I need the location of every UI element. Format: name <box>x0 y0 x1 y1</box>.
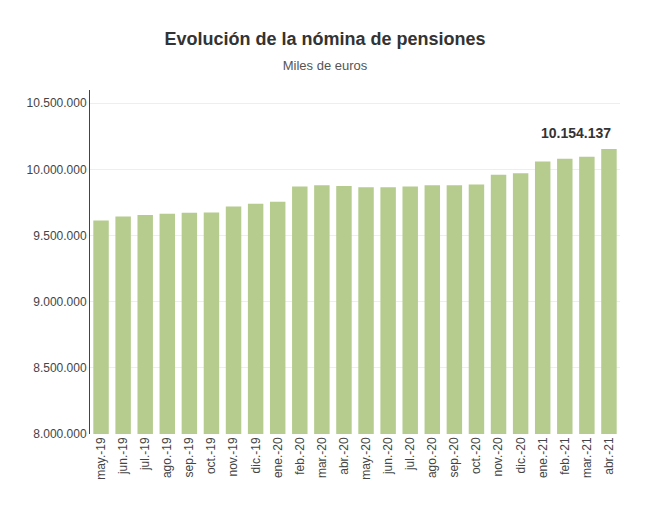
svg-text:nov.-19: nov.-19 <box>226 437 240 476</box>
svg-text:may.-19: may.-19 <box>94 437 108 480</box>
svg-text:mar.-20: mar.-20 <box>315 437 329 478</box>
svg-text:jul.-19: jul.-19 <box>138 437 152 471</box>
svg-text:ago.-19: ago.-19 <box>160 437 174 478</box>
svg-text:sep.-20: sep.-20 <box>447 437 461 477</box>
svg-text:may.-20: may.-20 <box>359 437 373 480</box>
svg-text:jul.-20: jul.-20 <box>403 437 417 471</box>
svg-text:ago.-20: ago.-20 <box>425 437 439 478</box>
svg-text:10.500.000: 10.500.000 <box>27 96 87 110</box>
svg-text:jun.-20: jun.-20 <box>381 437 395 475</box>
svg-text:ene.-21: ene.-21 <box>536 437 550 478</box>
svg-text:10.154.137: 10.154.137 <box>541 125 611 141</box>
svg-text:mar.-21: mar.-21 <box>580 437 594 478</box>
svg-text:Miles de euros: Miles de euros <box>283 58 368 73</box>
svg-text:ene.-20: ene.-20 <box>271 437 285 478</box>
svg-text:abr.-21: abr.-21 <box>602 437 616 475</box>
svg-text:feb.-20: feb.-20 <box>293 437 307 475</box>
svg-text:8.000.000: 8.000.000 <box>33 427 87 441</box>
svg-text:abr.-20: abr.-20 <box>337 437 351 475</box>
svg-text:jun.-19: jun.-19 <box>116 437 130 475</box>
svg-text:oct.-19: oct.-19 <box>204 437 218 474</box>
svg-text:dic.-20: dic.-20 <box>514 437 528 473</box>
svg-text:oct.-20: oct.-20 <box>469 437 483 474</box>
svg-text:9.000.000: 9.000.000 <box>33 295 87 309</box>
svg-text:nov.-20: nov.-20 <box>491 437 505 476</box>
svg-text:feb.-21: feb.-21 <box>558 437 572 475</box>
svg-text:Evolución de la nómina de pens: Evolución de la nómina de pensiones <box>164 29 485 49</box>
svg-text:10.000.000: 10.000.000 <box>27 163 87 177</box>
svg-text:dic.-19: dic.-19 <box>249 437 263 473</box>
svg-text:8.500.000: 8.500.000 <box>33 361 87 375</box>
svg-text:9.500.000: 9.500.000 <box>33 229 87 243</box>
svg-text:sep.-19: sep.-19 <box>182 437 196 477</box>
